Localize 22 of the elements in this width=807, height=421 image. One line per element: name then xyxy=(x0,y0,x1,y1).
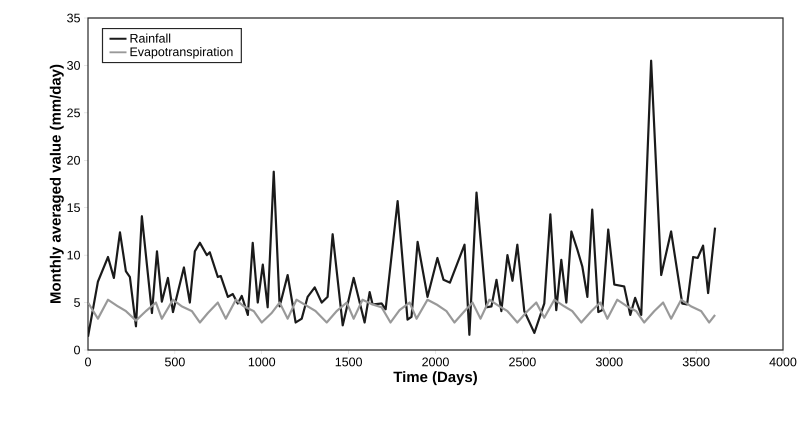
y-tick-label: 0 xyxy=(74,346,80,354)
x-tick-label: 3500 xyxy=(682,358,710,366)
y-tick-label: 20 xyxy=(67,156,80,165)
y-tick-label: 15 xyxy=(68,203,80,212)
x-tick-label: 2000 xyxy=(422,358,449,366)
y-tick-label: 25 xyxy=(67,108,80,118)
x-tick-label: 1500 xyxy=(336,358,362,366)
x-axis-title: Time (Days) xyxy=(393,371,477,386)
y-tick-label: 5 xyxy=(74,298,80,307)
y-tick-label: 35 xyxy=(67,14,80,22)
x-tick-label: 0 xyxy=(85,358,91,366)
line-series xyxy=(88,298,716,324)
y-axis-title: Monthly averaged value (mm/day) xyxy=(50,64,64,303)
x-tick-label: 3000 xyxy=(596,358,623,366)
x-tick-label: 4000 xyxy=(769,358,796,366)
x-tick-label: 500 xyxy=(164,358,185,366)
y-tick-label: 10 xyxy=(68,250,80,260)
y-tick-label: 30 xyxy=(67,61,80,70)
x-tick-label: 1000 xyxy=(248,358,276,366)
legend-label: Rainfall xyxy=(130,34,170,43)
legend-label: Evapotranspiration xyxy=(130,47,233,59)
x-tick-label: 2500 xyxy=(509,358,536,366)
